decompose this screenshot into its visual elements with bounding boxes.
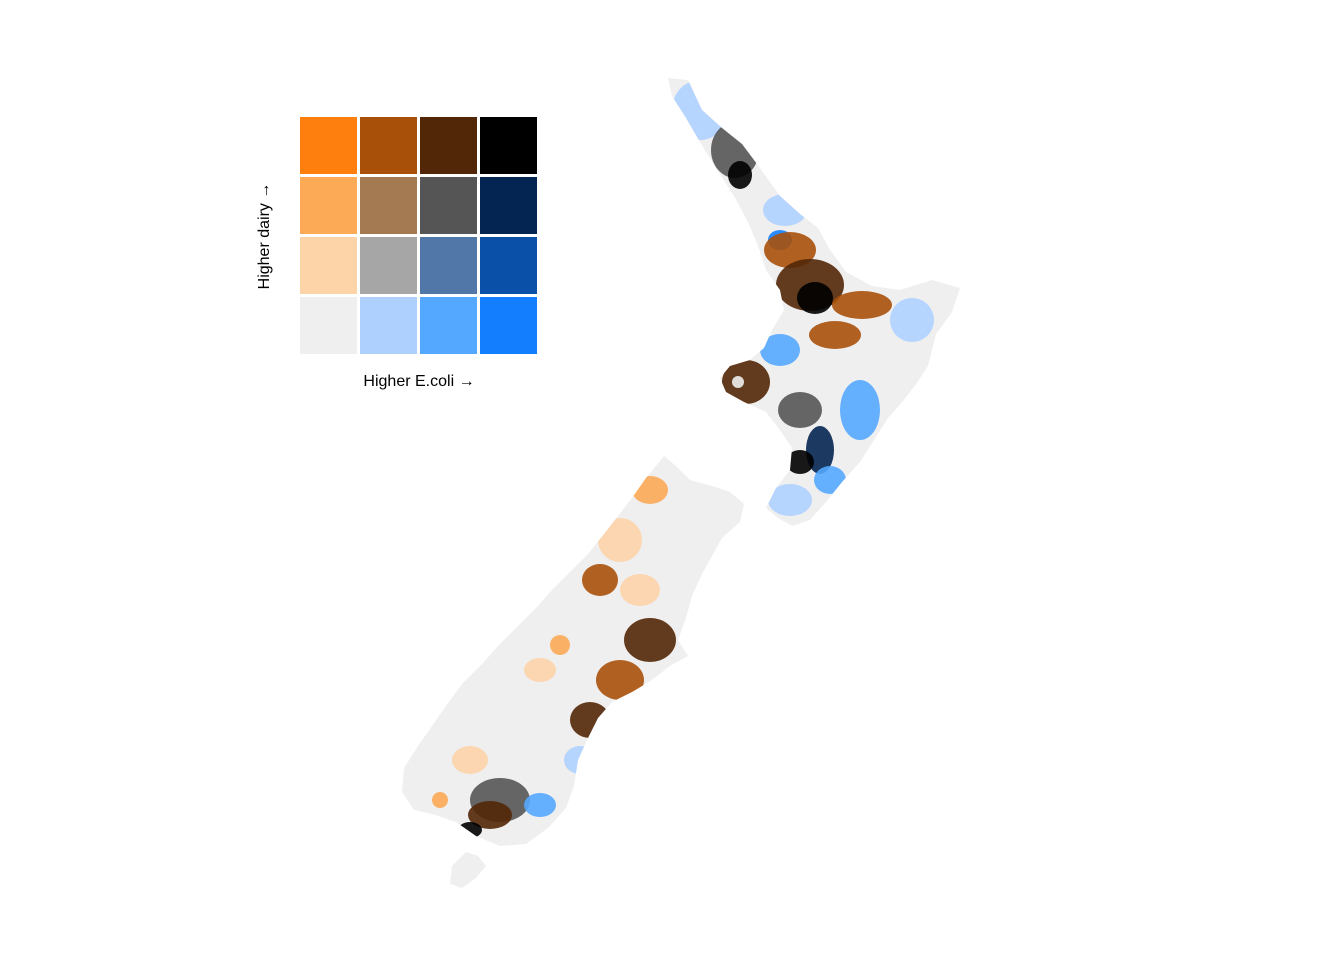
legend-cell-r3-c2 — [420, 297, 477, 354]
south-island — [402, 456, 744, 846]
map-color-patch — [809, 321, 861, 349]
map-color-patch — [797, 282, 833, 314]
map-color-patch — [778, 392, 822, 428]
bivariate-legend-grid — [300, 117, 538, 355]
map-color-patch — [814, 466, 846, 494]
map-color-patch — [786, 450, 814, 474]
legend-cell-r3-c3 — [480, 297, 537, 354]
stewart-island — [450, 852, 486, 888]
legend-cell-r1-c0 — [300, 177, 357, 234]
legend-cell-r3-c0 — [300, 297, 357, 354]
map-color-patch — [458, 822, 482, 838]
legend-cell-r1-c3 — [480, 177, 537, 234]
map-color-patch — [624, 618, 676, 662]
legend-cell-r0-c2 — [420, 117, 477, 174]
map-color-patch — [596, 660, 644, 700]
map-color-patch — [840, 380, 880, 440]
map-color-patch — [598, 518, 642, 562]
map-color-patch — [763, 194, 807, 226]
map-color-patch — [524, 658, 556, 682]
map-color-patch — [832, 291, 892, 319]
map-color-patch — [768, 484, 812, 516]
map-color-patch — [564, 746, 596, 774]
south-island-base — [402, 456, 744, 846]
map-color-patch — [452, 746, 488, 774]
legend-cell-r1-c1 — [360, 177, 417, 234]
map-color-patch — [550, 635, 570, 655]
legend-y-axis-label: Higher dairy → — [256, 183, 274, 290]
map-color-patch — [632, 476, 668, 504]
legend-cell-r0-c3 — [480, 117, 537, 174]
legend-cell-r3-c1 — [360, 297, 417, 354]
map-color-patch — [732, 376, 744, 388]
map-color-patch — [728, 161, 752, 189]
legend-cell-r1-c2 — [420, 177, 477, 234]
map-color-patch — [582, 564, 618, 596]
legend-cell-r2-c2 — [420, 237, 477, 294]
map-color-patch — [524, 793, 556, 817]
legend-cell-r0-c0 — [300, 117, 357, 174]
stewart-island-base — [450, 852, 486, 888]
map-color-patch — [760, 334, 800, 366]
map-color-patch — [432, 792, 448, 808]
legend-cell-r0-c1 — [360, 117, 417, 174]
legend-cell-r2-c1 — [360, 237, 417, 294]
legend-x-axis-label: Higher E.coli → — [300, 373, 538, 391]
map-color-patch — [890, 298, 934, 342]
north-island — [668, 78, 960, 526]
map-color-patch — [570, 702, 610, 738]
legend-cell-r2-c0 — [300, 237, 357, 294]
map-color-patch — [620, 574, 660, 606]
legend-cell-r2-c3 — [480, 237, 537, 294]
map-color-patch — [722, 360, 770, 404]
